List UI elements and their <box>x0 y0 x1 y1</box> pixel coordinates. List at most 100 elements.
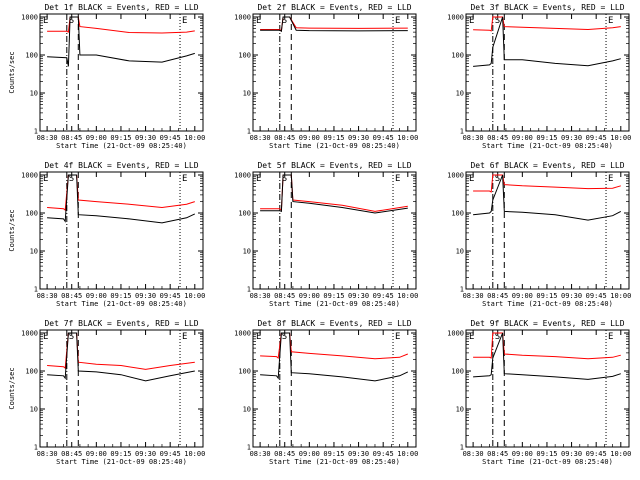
x-tick-label: 09:45 <box>160 292 181 300</box>
x-tick-label: 10:00 <box>610 450 631 458</box>
x-tick-label: 09:30 <box>135 450 156 458</box>
x-tick-label: 09:15 <box>323 134 344 142</box>
x-axis-label: Start Time (21-Oct-09 08:25:40) <box>56 458 187 466</box>
x-tick-label: 09:45 <box>373 134 394 142</box>
plot-frame <box>39 329 204 448</box>
x-tick-label: 08:45 <box>274 292 295 300</box>
x-tick-label: 09:15 <box>110 292 131 300</box>
panel-title: Det 6f BLACK = Events, RED = LLD <box>470 161 624 170</box>
y-tick-label: 100 <box>25 210 38 218</box>
panel-2: Det 2f BLACK = Events, RED = LLD 1 10 100 10… <box>234 3 418 150</box>
marker-eclipse-end: E <box>182 332 187 342</box>
y-tick-label: 10 <box>243 248 251 256</box>
y-tick-label: 10 <box>30 406 38 414</box>
x-tick-label: 09:30 <box>348 292 369 300</box>
x-tick-label: 09:15 <box>536 292 557 300</box>
series-line-black-events <box>47 16 195 67</box>
panel-8: Det 8f BLACK = Events, RED = LLD 1 10 100 10… <box>234 319 418 466</box>
y-tick-label: 1000 <box>234 330 251 338</box>
x-tick-label: 09:00 <box>299 450 320 458</box>
series-line-black-events <box>473 174 622 221</box>
x-tick-label: 09:00 <box>86 292 107 300</box>
y-tick-label: 1 <box>460 444 464 452</box>
marker-saa: S <box>69 174 74 184</box>
series-line-red-lld <box>473 332 621 360</box>
series-line-black-events <box>47 174 196 224</box>
x-tick-label: 08:45 <box>487 292 508 300</box>
y-tick-label: 1000 <box>447 14 464 22</box>
marker-eclipse-end: E <box>395 174 400 184</box>
x-tick-label: 10:00 <box>610 292 631 300</box>
x-axis-label: Start Time (21-Oct-09 08:25:40) <box>482 300 613 308</box>
plot-frame <box>252 13 417 132</box>
y-tick-label: 100 <box>238 368 251 376</box>
x-tick-label: 10:00 <box>397 134 418 142</box>
y-tick-label: 1000 <box>447 330 464 338</box>
x-tick-label: 10:00 <box>184 134 205 142</box>
series-line-black-events <box>473 332 621 380</box>
x-tick-label: 09:45 <box>373 292 394 300</box>
y-tick-label: 10 <box>243 90 251 98</box>
x-tick-label: 08:45 <box>274 134 295 142</box>
x-tick-label: 10:00 <box>610 134 631 142</box>
x-tick-label: 08:30 <box>463 292 484 300</box>
x-tick-label: 09:30 <box>561 292 582 300</box>
x-tick-label: 09:45 <box>373 450 394 458</box>
x-tick-label: 09:00 <box>512 450 533 458</box>
panel-title: Det 1f BLACK = Events, RED = LLD <box>44 3 198 12</box>
x-tick-label: 09:30 <box>135 134 156 142</box>
x-tick-label: 10:00 <box>184 450 205 458</box>
panel-5: Det 5f BLACK = Events, RED = LLD 1 10 100 10… <box>234 161 418 308</box>
x-tick-label: 09:30 <box>561 450 582 458</box>
x-tick-label: 09:45 <box>586 292 607 300</box>
plot-frame <box>465 171 630 290</box>
series-line-red-lld <box>473 174 621 193</box>
series-line-black-events <box>260 16 408 33</box>
y-tick-label: 10 <box>456 90 464 98</box>
x-tick-label: 08:30 <box>37 450 58 458</box>
y-tick-label: 1 <box>460 128 464 136</box>
series-line-black-events <box>473 16 621 67</box>
x-tick-label: 09:00 <box>512 292 533 300</box>
x-tick-label: 08:30 <box>250 134 271 142</box>
y-tick-label: 10 <box>30 248 38 256</box>
series-line-red-lld <box>47 174 195 211</box>
x-tick-label: 09:00 <box>86 134 107 142</box>
marker-eclipse-start: E <box>469 16 474 26</box>
series-line-black-events <box>47 332 195 382</box>
series-line-red-lld <box>47 16 195 34</box>
y-tick-label: 1 <box>460 286 464 294</box>
y-tick-label: 1 <box>34 286 38 294</box>
y-tick-label: 1000 <box>234 172 251 180</box>
marker-eclipse-end: E <box>182 16 187 26</box>
x-tick-label: 09:30 <box>348 450 369 458</box>
marker-saa: S <box>282 16 287 26</box>
x-tick-label: 09:00 <box>86 450 107 458</box>
marker-eclipse-start: E <box>43 332 48 342</box>
y-tick-label: 10 <box>456 406 464 414</box>
plot-frame <box>465 329 630 448</box>
panel-title: Det 8f BLACK = Events, RED = LLD <box>257 319 411 328</box>
marker-saa: S <box>495 174 500 184</box>
y-tick-label: 100 <box>451 52 464 60</box>
marker-saa: S <box>282 332 287 342</box>
panel-9: Det 9f BLACK = Events, RED = LLD 1 10 100 10… <box>447 319 631 466</box>
y-axis-label: Counts/sec <box>8 367 16 409</box>
plot-frame <box>465 13 630 132</box>
marker-eclipse-end: E <box>608 16 613 26</box>
x-axis-label: Start Time (21-Oct-09 08:25:40) <box>482 142 613 150</box>
y-tick-label: 10 <box>243 406 251 414</box>
x-tick-label: 08:45 <box>274 450 295 458</box>
marker-eclipse-start: E <box>469 332 474 342</box>
marker-saa: S <box>495 332 500 342</box>
x-tick-label: 09:00 <box>512 134 533 142</box>
y-tick-label: 1000 <box>21 330 38 338</box>
panel-3: Det 3f BLACK = Events, RED = LLD 1 10 100 10… <box>447 3 631 150</box>
marker-saa: S <box>282 174 287 184</box>
panel-title: Det 4f BLACK = Events, RED = LLD <box>44 161 198 170</box>
marker-eclipse-start: E <box>256 174 261 184</box>
x-tick-label: 09:15 <box>323 292 344 300</box>
x-tick-label: 10:00 <box>397 292 418 300</box>
y-tick-label: 1 <box>34 128 38 136</box>
